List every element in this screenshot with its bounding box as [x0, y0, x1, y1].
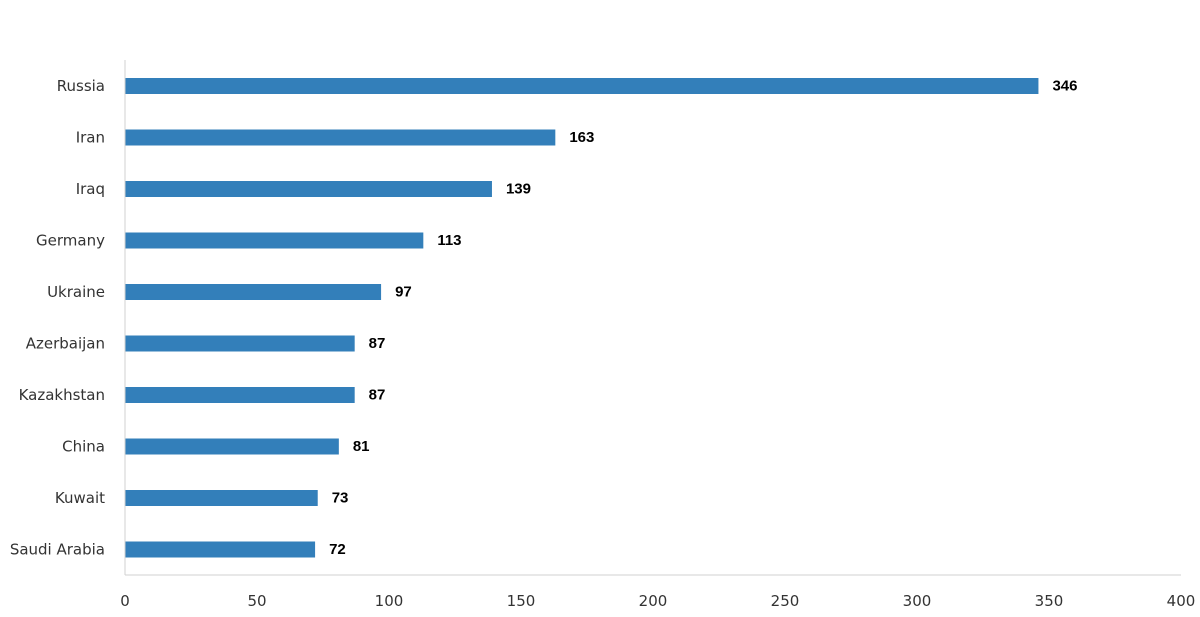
bar-kuwait — [125, 490, 318, 506]
category-label-ukraine: Ukraine — [47, 283, 105, 301]
data-label-iran: 163 — [569, 129, 594, 146]
data-label-germany: 113 — [437, 232, 461, 249]
bar-ukraine — [125, 284, 382, 300]
category-label-kuwait: Kuwait — [55, 489, 105, 507]
bar-azerbaijan — [125, 335, 355, 352]
x-tick-label-200: 200 — [639, 592, 668, 610]
x-tick-label-350: 350 — [1035, 592, 1064, 610]
category-label-iran: Iran — [76, 129, 105, 147]
x-tick-label-300: 300 — [903, 592, 932, 610]
value-labels: 346 163 139 113 97 87 87 81 73 72 — [329, 78, 1077, 559]
data-label-azerbaijan: 87 — [369, 335, 386, 352]
data-label-china: 81 — [353, 438, 370, 455]
data-label-kuwait: 73 — [332, 490, 349, 507]
data-label-iraq: 139 — [506, 181, 531, 198]
bar-saudi-arabia — [125, 541, 316, 558]
category-label-saudi-arabia: Saudi Arabia — [10, 541, 105, 559]
bars-layer — [125, 78, 1039, 558]
category-label-iraq: Iraq — [76, 180, 105, 198]
data-label-kazakhstan: 87 — [369, 387, 386, 404]
x-tick-label-400: 400 — [1167, 592, 1196, 610]
category-label-kazakhstan: Kazakhstan — [19, 386, 105, 404]
bar-iran — [125, 129, 556, 146]
bar-iraq — [125, 181, 492, 197]
bar-kazakhstan — [125, 387, 355, 403]
data-label-russia: 346 — [1052, 78, 1077, 95]
x-axis-ticks: 0 50 100 150 200 250 300 350 400 — [120, 592, 1195, 610]
category-label-azerbaijan: Azerbaijan — [26, 335, 105, 353]
bar-germany — [125, 232, 424, 249]
data-label-saudi-arabia: 72 — [329, 541, 346, 558]
data-label-ukraine: 97 — [395, 284, 412, 301]
x-tick-label-250: 250 — [771, 592, 800, 610]
category-label-germany: Germany — [36, 232, 105, 250]
category-label-russia: Russia — [57, 77, 105, 95]
x-tick-label-150: 150 — [507, 592, 536, 610]
category-labels: Russia Iran Iraq Germany Ukraine Azerbaijan Ka… — [10, 77, 105, 559]
bar-russia — [125, 78, 1039, 94]
x-tick-label-100: 100 — [375, 592, 404, 610]
category-label-china: China — [62, 438, 105, 456]
x-tick-label-0: 0 — [120, 592, 130, 610]
x-tick-label-50: 50 — [247, 592, 266, 610]
bar-china — [125, 438, 339, 455]
